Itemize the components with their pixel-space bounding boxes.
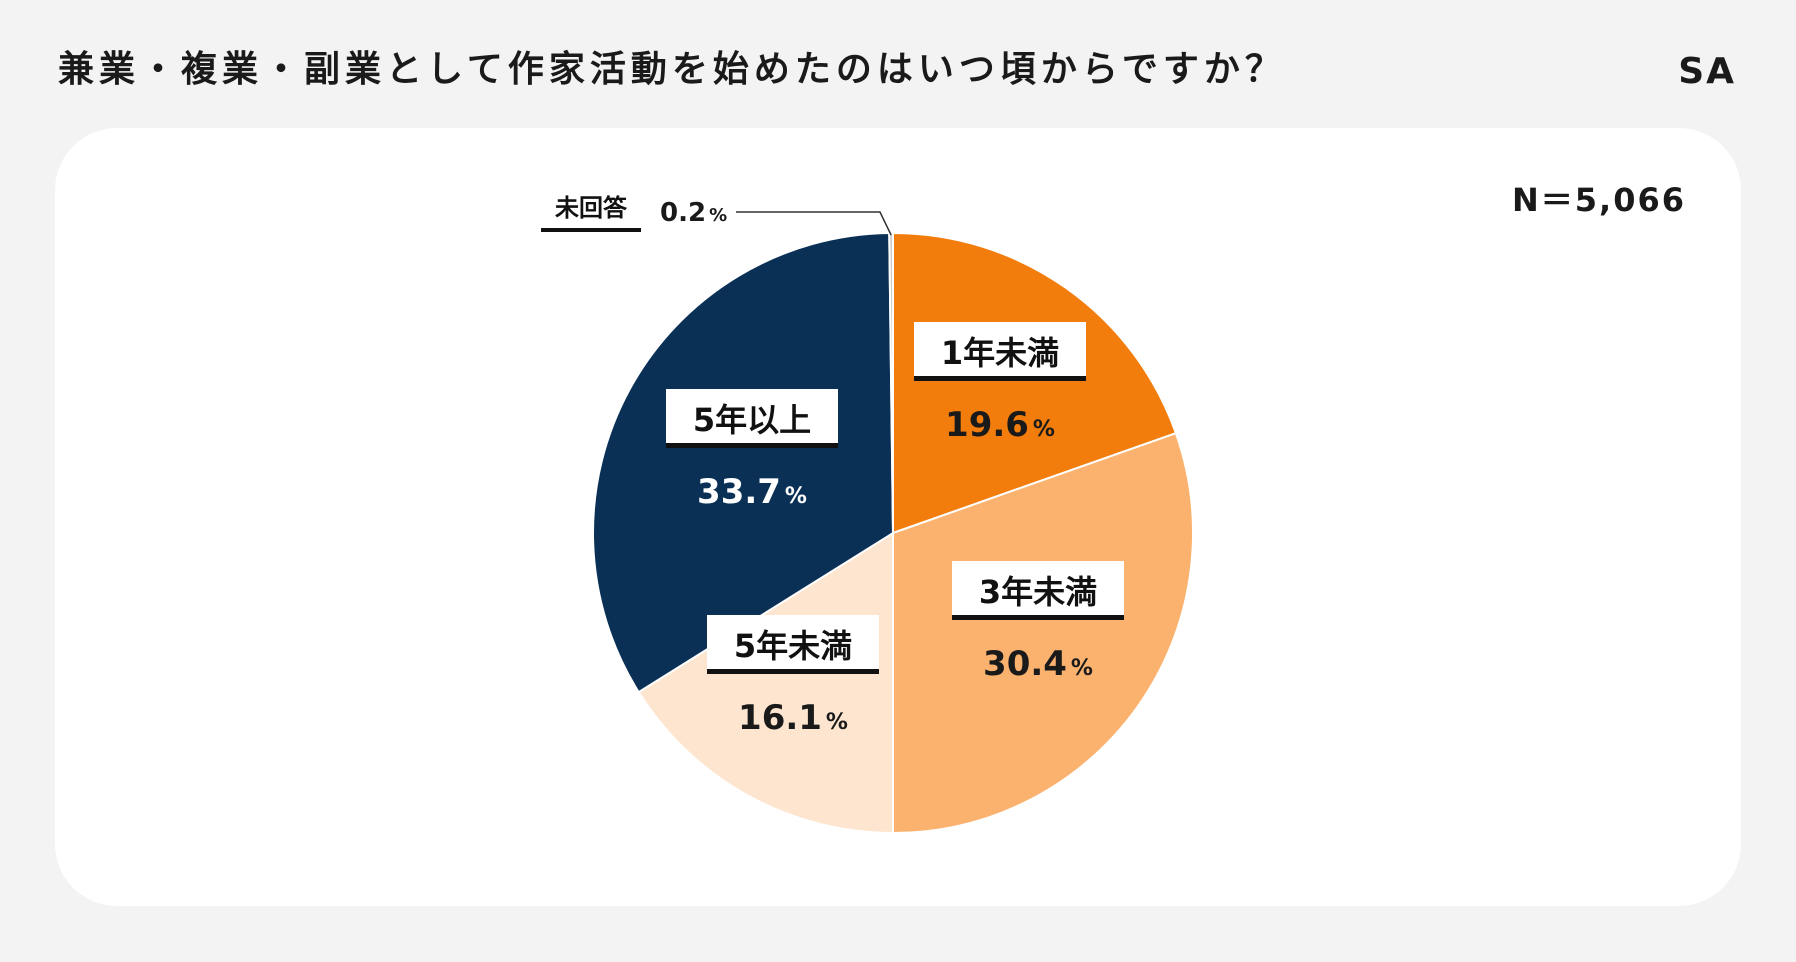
value-label: 19.6% [945,405,1055,445]
category-label: 1年未満 [941,334,1059,372]
pie-slices [592,231,1195,835]
callout-value-label: 0.2% [660,198,727,228]
pie-slice-5 [888,231,894,534]
pie-slice-4 [592,232,895,694]
category-label-box [952,561,1124,617]
callout-label-box [541,186,641,230]
category-label: 5年未満 [734,627,852,665]
answer-type-badge: SA [1678,51,1736,92]
value-label: 30.4% [983,644,1093,684]
category-label-underline [666,443,838,448]
chart-title: 兼業・複業・副業として作家活動を始めたのはいつ頃からですか？ [58,49,1286,90]
pie-labels: 1年未満 19.6 % 3年未満 30.4 % 5年未満 16.1 % 5年以上 33.7 % 未回答 0… [541,186,1124,738]
category-label: 3年未満 [979,573,1097,611]
pie-slice-2 [892,431,1195,835]
pie-slice-3 [637,531,894,835]
category-label-underline [952,615,1124,620]
value-label: 33.7% [697,472,807,512]
category-label-box [914,322,1086,378]
sample-size-label: N＝5,066 [1511,181,1686,219]
value-label: 16.1% [738,698,848,738]
category-label-box [707,615,879,671]
callout-label-underline [541,228,641,232]
category-label-underline [707,669,879,674]
callout-category-label: 未回答 [555,194,628,222]
category-label: 5年以上 [693,401,811,439]
category-label-box [666,389,838,445]
category-label-underline [914,376,1086,381]
callout-leader-line [736,211,892,236]
